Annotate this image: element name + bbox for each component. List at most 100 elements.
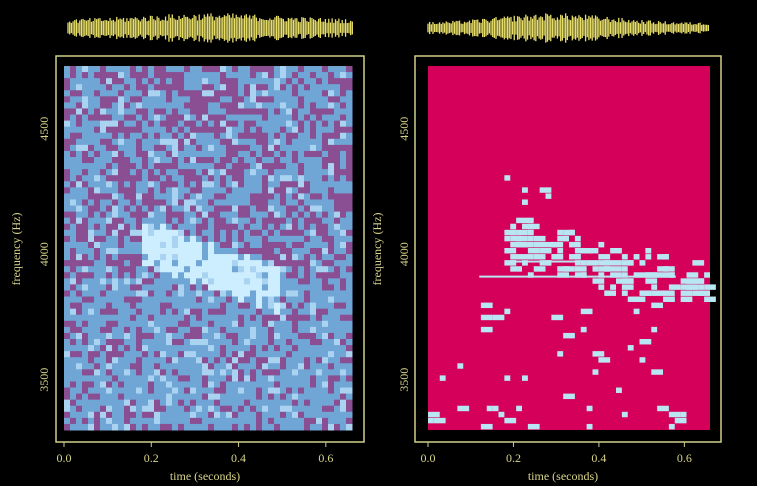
heatmap-cell xyxy=(142,126,149,134)
heatmap-cell xyxy=(118,296,125,304)
heatmap-cell xyxy=(88,169,95,176)
heatmap-cell xyxy=(76,72,83,79)
heatmap-cell xyxy=(154,254,161,261)
heatmap-cell xyxy=(310,266,317,273)
heatmap-cell xyxy=(238,144,245,152)
heatmap-cell xyxy=(178,266,185,273)
heatmap-cell xyxy=(346,78,353,85)
heatmap-cell xyxy=(340,114,347,122)
heatmap-cell xyxy=(214,169,221,176)
heatmap-cell xyxy=(190,411,197,419)
heatmap-cell xyxy=(256,284,263,291)
heatmap-cell xyxy=(142,163,149,170)
heatmap-cell xyxy=(202,254,209,261)
heatmap-cell xyxy=(316,278,323,285)
heatmap-cell xyxy=(268,290,275,298)
heatmap-cell xyxy=(100,181,107,188)
heatmap-cell xyxy=(214,375,221,382)
heatmap-cell xyxy=(130,66,137,73)
heatmap-cell xyxy=(334,132,341,140)
heatmap-cell xyxy=(148,211,155,219)
heatmap-cell xyxy=(250,248,257,255)
heatmap-cell xyxy=(94,332,101,340)
heatmap-cell xyxy=(166,205,173,213)
heatmap-cell xyxy=(244,278,251,285)
heatmap-cell xyxy=(328,175,335,182)
heatmap-cell xyxy=(346,393,353,401)
heatmap-cell xyxy=(226,411,233,419)
heatmap-cell xyxy=(172,326,179,334)
heatmap-cell xyxy=(232,96,239,103)
mask-cell xyxy=(686,296,693,302)
heatmap-cell xyxy=(346,339,353,346)
heatmap-cell xyxy=(130,217,137,225)
heatmap-cell xyxy=(70,223,77,231)
heatmap-cell xyxy=(154,175,161,182)
mask-cell xyxy=(522,217,534,224)
heatmap-cell xyxy=(112,157,119,164)
heatmap-cell xyxy=(346,114,353,122)
heatmap-cell xyxy=(250,108,257,116)
heatmap-cell xyxy=(190,138,197,146)
heatmap-cell xyxy=(64,211,71,219)
heatmap-cell xyxy=(202,66,209,73)
heatmap-cell xyxy=(88,157,95,164)
heatmap-cell xyxy=(298,175,305,182)
heatmap-cell xyxy=(106,363,113,370)
heatmap-cell xyxy=(166,369,173,376)
heatmap-cell xyxy=(112,144,119,152)
heatmap-cell xyxy=(304,326,311,334)
heatmap-cell xyxy=(172,66,179,73)
heatmap-cell xyxy=(124,326,131,334)
heatmap-cell xyxy=(124,205,131,213)
heatmap-cell xyxy=(178,96,185,103)
heatmap-cell xyxy=(106,393,113,401)
heatmap-cell xyxy=(292,381,299,389)
heatmap-cell xyxy=(280,405,287,413)
heatmap-cell xyxy=(190,78,197,85)
heatmap-cell xyxy=(274,363,281,370)
heatmap-cell xyxy=(94,144,101,152)
heatmap-cell xyxy=(148,254,155,261)
heatmap-cell xyxy=(172,284,179,291)
heatmap-cell xyxy=(118,120,125,128)
heatmap-cell xyxy=(124,72,131,79)
heatmap-cell xyxy=(250,90,257,97)
heatmap-cell xyxy=(94,308,101,316)
heatmap-cell xyxy=(298,405,305,413)
heatmap-cell xyxy=(328,169,335,176)
heatmap-cell xyxy=(310,193,317,200)
heatmap-cell xyxy=(100,290,107,298)
heatmap-cell xyxy=(292,302,299,310)
heatmap-cell xyxy=(238,96,245,103)
heatmap-cell xyxy=(178,351,185,358)
heatmap-cell xyxy=(172,302,179,310)
heatmap-cell xyxy=(202,199,209,207)
heatmap-cell xyxy=(118,254,125,261)
heatmap-cell xyxy=(322,241,329,249)
heatmap-cell xyxy=(112,181,119,188)
heatmap-cell xyxy=(106,357,113,364)
heatmap-cell xyxy=(64,217,71,225)
heatmap-cell xyxy=(214,254,221,261)
heatmap-cell xyxy=(220,387,227,395)
heatmap-cell xyxy=(70,369,77,376)
heatmap-cell xyxy=(298,369,305,376)
heatmap-cell xyxy=(274,157,281,164)
heatmap-cell xyxy=(64,169,71,176)
heatmap-cell xyxy=(304,332,311,340)
heatmap-cell xyxy=(202,375,209,382)
heatmap-cell xyxy=(310,369,317,376)
heatmap-cell xyxy=(280,114,287,122)
x-tick-label: 0.6 xyxy=(318,451,333,465)
mask-cell xyxy=(645,290,652,296)
heatmap-cell xyxy=(286,411,293,419)
heatmap-cell xyxy=(244,393,251,401)
heatmap-cell xyxy=(148,284,155,291)
heatmap-cell xyxy=(118,375,125,382)
heatmap-cell xyxy=(70,357,77,364)
heatmap-cell xyxy=(148,272,155,279)
heatmap-cell xyxy=(178,223,185,231)
heatmap-cell xyxy=(148,187,155,194)
heatmap-cell xyxy=(244,120,251,128)
